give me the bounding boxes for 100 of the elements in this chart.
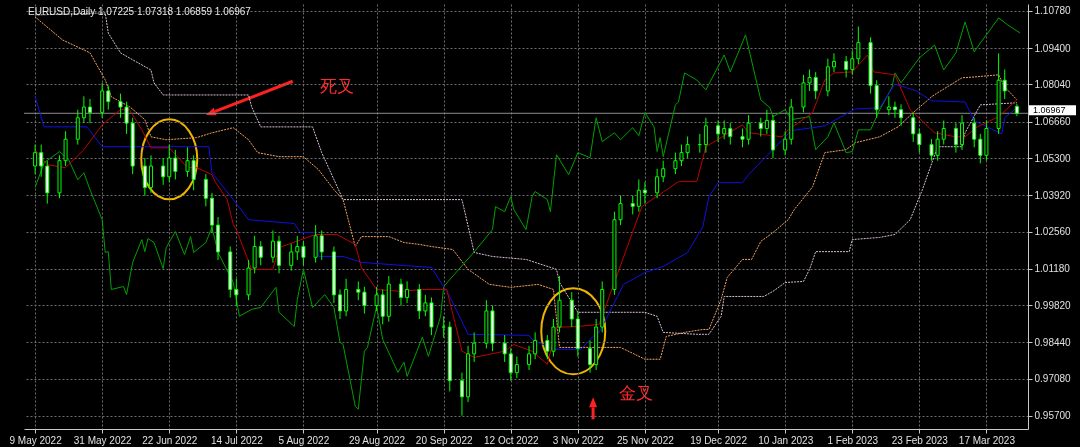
candlestick — [459, 372, 464, 417]
candlestick — [142, 157, 147, 197]
x-tick-label: 3 Nov 2022 — [552, 434, 605, 446]
candlestick — [569, 291, 574, 328]
x-tick-label: 1 Feb 2023 — [827, 434, 879, 446]
y-tick-label: 0.97080 — [1034, 373, 1072, 385]
candlestick — [850, 50, 855, 76]
y-tick-label: 1.06660 — [1034, 116, 1072, 128]
candlestick — [545, 334, 550, 360]
candlestick — [344, 278, 349, 317]
candlestick — [508, 348, 513, 382]
x-tick-label: 22 Jun 2022 — [142, 434, 198, 446]
candlestick — [100, 82, 105, 119]
y-tick-label: 1.03920 — [1034, 189, 1072, 201]
candlestick — [941, 119, 946, 146]
x-tick-label: 29 Aug 2022 — [349, 434, 406, 446]
y-tick-label: 0.99820 — [1034, 299, 1072, 311]
candlestick — [899, 103, 904, 127]
candlestick — [1002, 68, 1007, 100]
candlestick — [362, 286, 367, 315]
x-tick-label: 14 Jul 2022 — [210, 434, 264, 446]
candlestick — [441, 315, 446, 339]
candlestick — [655, 168, 660, 199]
candlestick — [642, 181, 647, 205]
candlestick — [636, 178, 641, 213]
candlestick — [917, 127, 922, 154]
candlestick — [39, 144, 44, 178]
candlestick — [33, 144, 38, 175]
y-tick-label: 0.98440 — [1034, 336, 1072, 348]
y-tick-label: 1.08040 — [1034, 78, 1072, 90]
candlestick — [661, 160, 666, 183]
candlestick — [844, 55, 849, 79]
candlestick — [417, 283, 422, 320]
candlestick — [203, 173, 208, 207]
x-tick-label: 17 Mar 2023 — [958, 434, 1016, 446]
candlestick — [191, 154, 196, 191]
candlestick — [295, 235, 300, 261]
candlestick — [630, 195, 635, 215]
candlestick — [960, 114, 965, 151]
candlestick — [978, 133, 983, 164]
candlestick — [75, 109, 80, 146]
candlestick — [234, 278, 239, 307]
y-tick-label: 1.05300 — [1034, 152, 1072, 164]
x-tick-label: 25 Nov 2022 — [617, 434, 675, 446]
candlestick — [813, 71, 818, 100]
candlestick — [972, 117, 977, 148]
candlestick — [81, 95, 86, 124]
candlestick — [953, 122, 958, 154]
candlestick — [374, 286, 379, 312]
candlestick — [588, 339, 593, 374]
candlestick — [173, 149, 178, 180]
x-tick-label: 5 Aug 2022 — [278, 434, 330, 446]
candlestick — [892, 101, 897, 119]
candlestick — [722, 119, 727, 140]
candlestick — [356, 280, 361, 301]
x-tick-label: 12 Oct 2022 — [484, 434, 539, 446]
candlestick — [728, 122, 733, 146]
candlestick — [148, 154, 153, 194]
candlestick — [313, 224, 318, 264]
candlestick — [716, 119, 721, 143]
candlestick — [258, 240, 263, 266]
candlestick — [886, 95, 891, 116]
annotation: 金叉 — [618, 383, 653, 403]
candlestick — [514, 356, 519, 379]
candlestick — [338, 288, 343, 320]
candlestick — [764, 109, 769, 135]
candlestick — [185, 146, 190, 178]
candlestick — [856, 26, 861, 65]
candlestick — [527, 345, 532, 371]
candlestick — [398, 278, 403, 307]
x-tick-label: 19 Dec 2022 — [690, 434, 748, 446]
candlestick — [405, 280, 410, 304]
candlestick — [380, 288, 385, 325]
annotation: 死叉 — [319, 77, 354, 97]
candlestick — [502, 334, 507, 363]
candlestick — [472, 331, 477, 363]
chart-title: EURUSD,Daily 1.07225 1.07318 1.06859 1.06967 — [28, 6, 252, 17]
x-tick-label: 31 May 2022 — [73, 434, 133, 446]
y-tick-label: 1.02560 — [1034, 226, 1072, 238]
candlestick — [319, 229, 324, 261]
candlestick — [783, 130, 788, 156]
candlestick — [758, 117, 763, 138]
candlestick — [301, 240, 306, 266]
y-tick-label: 1.01180 — [1034, 263, 1071, 275]
candlestick — [106, 85, 111, 111]
y-tick-label: 0.95700 — [1034, 410, 1072, 422]
x-tick-label: 10 Jan 2023 — [758, 434, 814, 446]
x-tick-label: 9 May 2022 — [9, 434, 63, 446]
x-tick-label: 20 Sep 2022 — [415, 434, 473, 446]
candlestick — [533, 331, 538, 360]
candlestick — [911, 111, 916, 143]
x-tick-label: 23 Feb 2023 — [891, 434, 949, 446]
candlestick — [289, 243, 294, 272]
candlestick — [270, 229, 275, 264]
y-tick-label: 1.09400 — [1034, 42, 1072, 54]
candlestick — [167, 144, 172, 183]
ref-line-label: 1.06967 — [1033, 105, 1066, 116]
candlestick — [831, 52, 836, 73]
candlestick — [87, 98, 92, 124]
candlestick — [161, 157, 166, 186]
